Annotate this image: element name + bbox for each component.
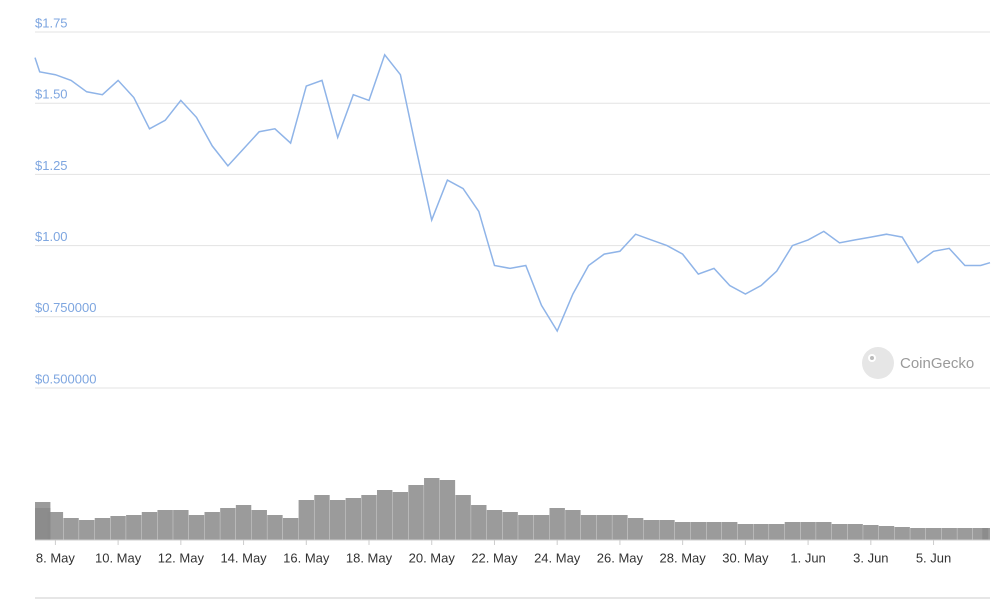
volume-bar xyxy=(580,515,597,540)
volume-bar xyxy=(110,516,126,540)
x-tick-label: 14. May xyxy=(220,550,267,565)
volume-bar xyxy=(502,512,518,540)
y-tick-label: $0.500000 xyxy=(35,371,96,386)
y-tick-label: $0.750000 xyxy=(35,300,96,315)
volume-bar xyxy=(863,525,879,540)
volume-bar xyxy=(251,510,267,540)
volume-bar xyxy=(94,518,111,540)
volume-bar xyxy=(533,515,550,540)
volume-bar xyxy=(79,520,95,540)
x-tick-label: 28. May xyxy=(660,550,707,565)
volume-bar xyxy=(769,524,785,540)
volume-bar xyxy=(361,495,377,540)
volume-bar xyxy=(753,524,769,540)
volume-bar xyxy=(376,490,393,540)
volume-bar xyxy=(455,495,471,540)
volume-bar xyxy=(47,512,64,540)
x-tick-label: 24. May xyxy=(534,550,581,565)
volume-bar xyxy=(894,527,910,540)
volume-bar xyxy=(800,522,816,540)
volume-bar xyxy=(298,500,314,540)
x-tick-label: 16. May xyxy=(283,550,330,565)
x-tick-label: 1. Jun xyxy=(790,550,825,565)
volume-bar xyxy=(674,522,691,540)
volume-bar xyxy=(141,512,158,540)
x-tick-label: 20. May xyxy=(409,550,456,565)
watermark-logo xyxy=(862,347,894,379)
volume-bar xyxy=(659,520,675,540)
volume-bar xyxy=(925,528,942,540)
volume-bar xyxy=(847,524,863,540)
x-tick-label: 12. May xyxy=(158,550,205,565)
volume-bar xyxy=(957,528,973,540)
volume-bar xyxy=(784,522,801,540)
volume-bar xyxy=(345,498,362,540)
x-tick-label: 26. May xyxy=(597,550,644,565)
volume-bar xyxy=(392,492,409,540)
x-tick-label: 8. May xyxy=(36,550,76,565)
volume-bar xyxy=(424,478,440,540)
volume-bar xyxy=(63,518,79,540)
volume-bar xyxy=(282,518,299,540)
volume-bar xyxy=(35,508,51,540)
x-tick-label: 5. Jun xyxy=(916,550,951,565)
volume-bar xyxy=(596,515,612,540)
x-tick-label: 22. May xyxy=(471,550,518,565)
volume-bar xyxy=(267,515,283,540)
x-tick-label: 10. May xyxy=(95,550,142,565)
volume-bar xyxy=(737,524,754,540)
volume-bar xyxy=(690,522,707,540)
volume-bar xyxy=(486,510,503,540)
y-tick-label: $1.75 xyxy=(35,15,68,30)
price-line xyxy=(34,53,991,333)
volume-bar xyxy=(220,508,236,540)
y-tick-label: $1.00 xyxy=(35,229,68,244)
volume-bar xyxy=(941,528,957,540)
volume-bar xyxy=(910,528,926,540)
volume-bar xyxy=(518,515,534,540)
volume-bar xyxy=(627,518,644,540)
volume-bar xyxy=(721,522,738,540)
volume-bar xyxy=(878,526,895,540)
volume-bar xyxy=(329,500,346,540)
volume-bar xyxy=(157,510,173,540)
volume-bar xyxy=(982,528,990,540)
volume-bar xyxy=(549,508,565,540)
volume-bar xyxy=(188,515,205,540)
x-tick-label: 18. May xyxy=(346,550,393,565)
y-tick-label: $1.25 xyxy=(35,158,68,173)
volume-bar xyxy=(831,524,848,540)
volume-bar xyxy=(126,515,142,540)
volume-bar xyxy=(612,515,628,540)
volume-bar xyxy=(408,485,424,540)
volume-bar xyxy=(816,522,832,540)
y-tick-label: $1.50 xyxy=(35,87,68,102)
volume-bar xyxy=(643,520,659,540)
volume-bar xyxy=(471,505,487,540)
volume-bar xyxy=(314,495,330,540)
volume-bar xyxy=(173,510,189,540)
volume-bar xyxy=(439,480,456,540)
volume-bar xyxy=(565,510,581,540)
x-tick-label: 30. May xyxy=(722,550,769,565)
watermark: CoinGecko xyxy=(900,355,974,372)
volume-bar xyxy=(235,505,252,540)
x-tick-label: 3. Jun xyxy=(853,550,888,565)
volume-bar xyxy=(706,522,722,540)
volume-bar xyxy=(204,512,220,540)
